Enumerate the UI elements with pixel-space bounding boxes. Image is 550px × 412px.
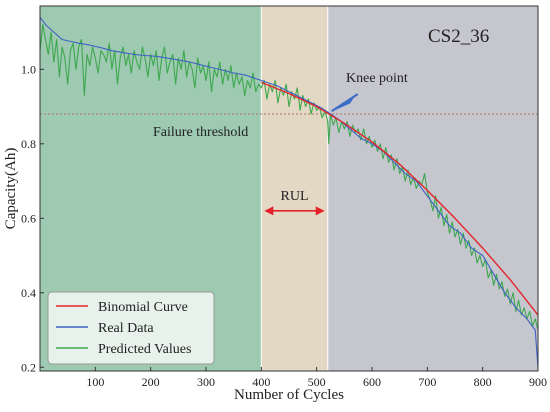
axes-layer: 100 200 300 400 500 600 700 800 900 0.2 0.4 0.6 0.8 1… — [21, 62, 547, 389]
legend-label-binomial-curve: Binomial Curve — [98, 300, 188, 315]
y-axis-label: Capacity(Ah) — [3, 148, 19, 230]
legend-label-predicted-values: Predicted Values — [98, 342, 191, 357]
y-tick-label: 0.8 — [21, 137, 36, 151]
x-tick-label: 900 — [529, 375, 547, 389]
x-tick-label: 600 — [363, 375, 381, 389]
x-axis-label: Number of Cycles — [234, 387, 344, 403]
region-2 — [327, 6, 538, 371]
legend-box — [47, 291, 215, 365]
y-tick-label: 0.6 — [21, 211, 36, 225]
legend-items: Binomial Curve Real Data Predicted Values — [56, 300, 191, 357]
x-tick-label: 400 — [252, 375, 270, 389]
failure-threshold-label: Failure threshold — [153, 125, 248, 140]
region-1 — [261, 6, 328, 371]
plot-frame — [39, 5, 539, 372]
legend: Binomial Curve Real Data Predicted Values — [47, 291, 215, 365]
y-tick-label: 0.4 — [21, 286, 36, 300]
rul-label: RUL — [281, 189, 309, 204]
knee-point-label: Knee point — [346, 71, 408, 86]
rul-arrowhead-right — [315, 206, 325, 216]
x-tick-label: 300 — [197, 375, 215, 389]
x-tick-label: 800 — [474, 375, 492, 389]
series-line-real-data — [39, 16, 539, 368]
x-tick-label: 100 — [86, 375, 104, 389]
x-tick-label: 500 — [308, 375, 326, 389]
chart-title: CS2_36 — [428, 26, 489, 47]
x-tick-label: 700 — [418, 375, 436, 389]
series-layer — [39, 16, 539, 368]
knee-point-arrow-shaft — [331, 93, 359, 112]
series-line-binomial-curve — [261, 81, 539, 316]
y-tick-label: 0.2 — [21, 360, 36, 374]
regions-layer — [40, 6, 538, 371]
series-line-predicted-values — [39, 24, 539, 331]
legend-label-real-data: Real Data — [98, 321, 154, 336]
rul-arrowhead-left — [264, 206, 274, 216]
annotation-layer — [264, 93, 359, 216]
y-tick-label: 1.0 — [21, 62, 36, 76]
x-tick-label: 200 — [142, 375, 160, 389]
